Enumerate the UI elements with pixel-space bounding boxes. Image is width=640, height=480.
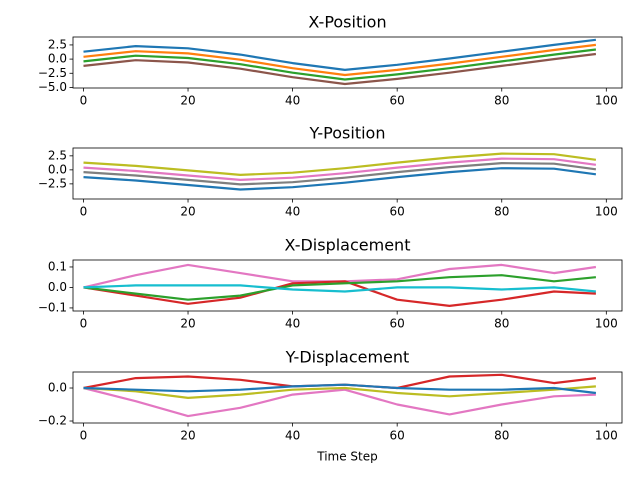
- x-tick-label: 20: [180, 205, 195, 219]
- x-tick-label: 20: [180, 317, 195, 331]
- axes-frame: [72, 371, 623, 424]
- y-tick-label: 0.0: [48, 52, 67, 66]
- axes-frame: [72, 147, 623, 200]
- x-tick-label: 20: [180, 94, 195, 108]
- x-tick-label: 40: [285, 429, 300, 443]
- series-line: [83, 373, 597, 390]
- y-tick-label: 2.5: [48, 37, 67, 51]
- x-tick-label: 80: [494, 205, 509, 219]
- x-tick-label: 100: [595, 317, 618, 331]
- subplot-title: Y-Position: [309, 124, 386, 143]
- x-tick-label: 60: [390, 429, 405, 443]
- x-tick-label: 0: [80, 94, 88, 108]
- x-tick-label: 80: [494, 94, 509, 108]
- x-tick-label: 0: [80, 317, 88, 331]
- series-line: [83, 280, 596, 307]
- series-line: [83, 162, 597, 186]
- series-line: [83, 385, 596, 399]
- x-tick-label: 60: [390, 205, 405, 219]
- y-tick-label: −0.2: [38, 414, 67, 428]
- series-line: [83, 386, 596, 418]
- y-tick-label: −2.5: [38, 66, 67, 80]
- subplot-title: X-Displacement: [285, 236, 411, 255]
- y-tick-label: 0.0: [48, 381, 67, 395]
- series-line: [83, 383, 597, 395]
- x-tick-label: 100: [595, 429, 618, 443]
- x-tick-label: 20: [180, 429, 195, 443]
- series-line: [83, 43, 597, 77]
- x-tick-label: 40: [285, 317, 300, 331]
- x-tick-label: 60: [390, 94, 405, 108]
- x-tick-label: 100: [595, 94, 618, 108]
- series-line: [83, 157, 597, 181]
- axes-frame: [72, 259, 623, 312]
- x-tick-label: 60: [390, 317, 405, 331]
- series-line: [83, 167, 597, 191]
- subplot-title: Y-Displacement: [285, 348, 410, 367]
- series-line: [83, 38, 597, 71]
- series-line: [83, 274, 597, 301]
- series-line: [83, 152, 597, 176]
- y-tick-label: 0.0: [48, 162, 67, 176]
- y-tick-label: −2.5: [38, 176, 67, 190]
- y-tick-label: 0.0: [48, 280, 67, 294]
- series-line: [83, 52, 597, 86]
- y-tick-label: −0.1: [38, 300, 67, 314]
- x-tick-label: 100: [595, 205, 618, 219]
- axes-frame: [72, 36, 623, 89]
- series-line: [83, 284, 597, 293]
- y-tick-label: 2.5: [48, 148, 67, 162]
- x-tick-label: 0: [80, 205, 88, 219]
- x-tick-label: 80: [494, 429, 509, 443]
- x-tick-label: 0: [80, 429, 88, 443]
- subplot-title: X-Position: [308, 13, 386, 32]
- x-axis-label: Time Step: [316, 450, 378, 464]
- series-line: [83, 48, 597, 81]
- x-tick-label: 80: [494, 317, 509, 331]
- x-tick-label: 40: [285, 94, 300, 108]
- x-tick-label: 40: [285, 205, 300, 219]
- y-tick-label: −5.0: [38, 80, 67, 94]
- y-tick-label: 0.1: [48, 259, 67, 273]
